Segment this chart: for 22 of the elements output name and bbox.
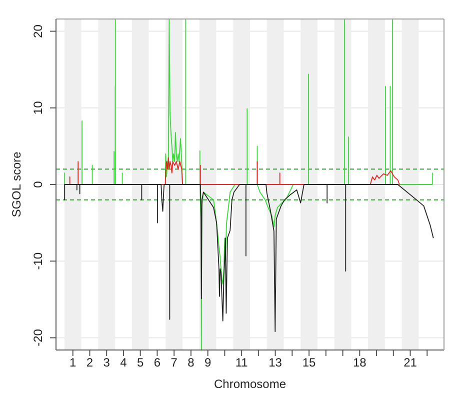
x-tick-label: 6 bbox=[154, 356, 161, 370]
x-axis-title: Chromosome bbox=[214, 377, 286, 391]
x-tick-label: 1 bbox=[70, 356, 77, 370]
x-tick-label: 3 bbox=[103, 356, 110, 370]
y-tick-label: 10 bbox=[31, 100, 45, 115]
x-tick-label: 8 bbox=[188, 356, 195, 370]
x-tick-label: 5 bbox=[137, 356, 144, 370]
line-series bbox=[64, 184, 434, 332]
x-tick-label: 13 bbox=[268, 356, 282, 370]
y-tick-label: 0 bbox=[31, 180, 45, 188]
y-axis-title: SGOL score bbox=[9, 151, 24, 218]
y-tick-label: 20 bbox=[31, 24, 45, 38]
y-tick-label: -10 bbox=[31, 252, 45, 270]
x-tick-label: 4 bbox=[120, 356, 128, 370]
x-tick-label: 2 bbox=[86, 356, 94, 370]
x-tick-label: 9 bbox=[204, 356, 212, 370]
y-tick-label: -20 bbox=[31, 328, 45, 346]
x-tick-label: 15 bbox=[302, 356, 316, 370]
x-tick-label: 11 bbox=[235, 356, 248, 370]
x-tick-label: 18 bbox=[352, 356, 367, 370]
x-tick-label: 7 bbox=[170, 356, 178, 370]
x-tick-label: 21 bbox=[404, 356, 418, 370]
